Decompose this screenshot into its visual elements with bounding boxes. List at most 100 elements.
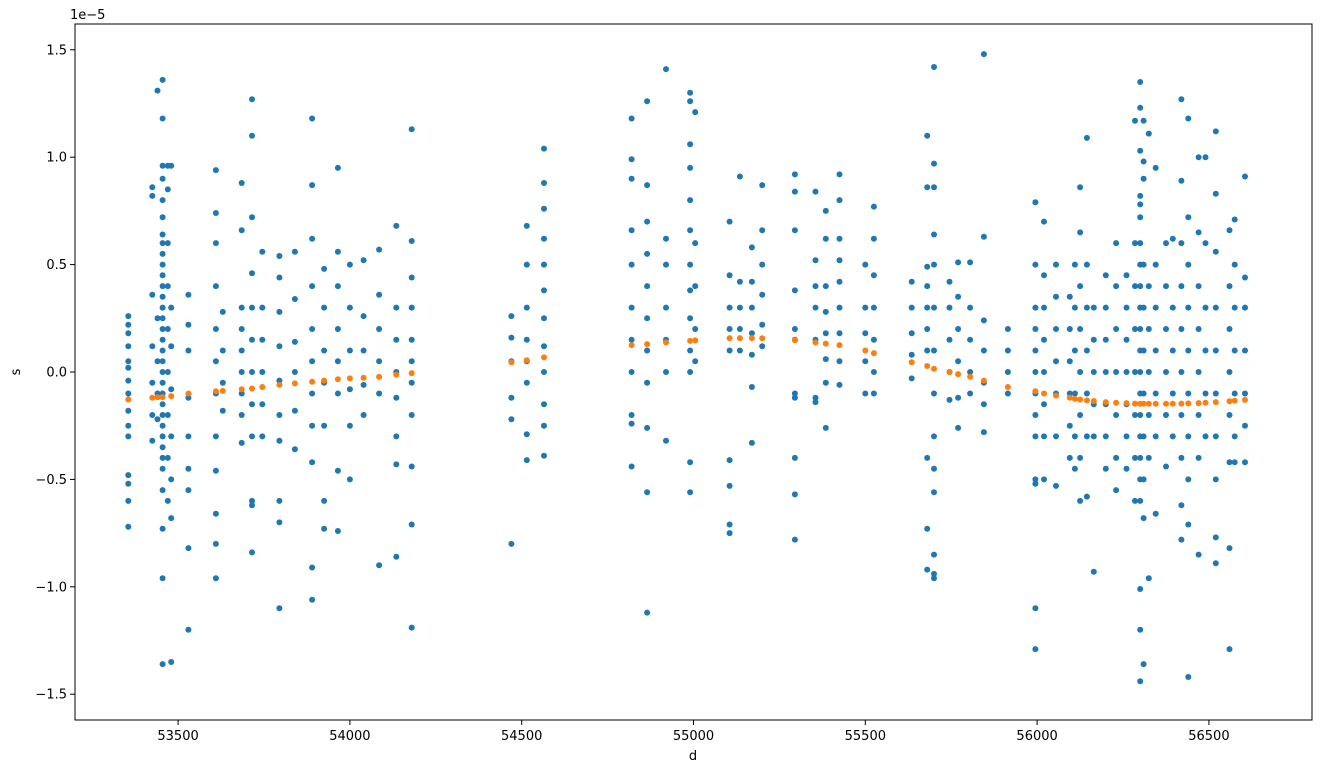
observations-point [967, 336, 974, 343]
observations-point [159, 525, 166, 532]
observations-point [1242, 390, 1248, 397]
observations-point [541, 315, 547, 322]
observations-point [687, 347, 694, 354]
x-tick-label: 56000 [1016, 729, 1057, 744]
observations-point [1242, 422, 1248, 429]
observations-point [1102, 369, 1109, 375]
trend-point [726, 335, 733, 342]
observations-point [334, 283, 341, 290]
observations-point [168, 304, 175, 311]
y-axis-label: s [9, 368, 24, 375]
observations-point [955, 358, 962, 365]
observations-point [1132, 326, 1138, 332]
observations-point [276, 274, 283, 281]
observations-point [541, 235, 547, 242]
observations-point [967, 390, 974, 397]
observations-point [822, 330, 829, 337]
observations-point [736, 326, 743, 332]
observations-point [822, 308, 829, 315]
observations-point [692, 283, 699, 290]
observations-point [1145, 283, 1152, 290]
observations-point [687, 287, 694, 294]
observations-point [1145, 454, 1152, 461]
observations-point [238, 326, 245, 332]
trend-point [212, 388, 219, 395]
observations-point [1077, 369, 1084, 375]
observations-point [408, 274, 415, 281]
observations-point [980, 51, 987, 58]
observations-point [164, 283, 171, 290]
trend-point [924, 363, 931, 369]
y-tick-label: 1.0 [46, 151, 67, 166]
observations-point [1032, 347, 1039, 354]
observations-point [321, 422, 328, 429]
trend-point [980, 377, 987, 384]
trend-point [159, 394, 166, 401]
observations-point [1137, 147, 1144, 154]
x-tick-label: 56500 [1188, 729, 1229, 744]
observations-point [924, 304, 931, 311]
observations-point [408, 238, 415, 244]
trend-point [736, 335, 743, 342]
observations-point [748, 278, 755, 285]
observations-point [249, 401, 255, 408]
observations-point [812, 394, 819, 401]
trend-point [812, 339, 819, 346]
observations-point [644, 489, 651, 496]
observations-point [1077, 229, 1084, 236]
observations-point [276, 497, 283, 504]
observations-point [1032, 605, 1039, 612]
observations-point [812, 304, 819, 311]
observations-point [1195, 229, 1202, 236]
observations-point [628, 261, 635, 268]
observations-point [980, 347, 987, 354]
observations-point [1163, 369, 1169, 375]
observations-point [1178, 96, 1185, 103]
observations-point [185, 347, 192, 354]
observations-point [692, 109, 699, 116]
observations-point [1242, 459, 1248, 466]
y-tick-label: 0.0 [46, 366, 67, 381]
observations-point [1137, 497, 1144, 504]
observations-point [159, 315, 166, 322]
observations-point [125, 422, 132, 429]
observations-point [931, 304, 937, 311]
observations-point [259, 304, 266, 311]
observations-point [1004, 347, 1011, 354]
observations-point [1137, 214, 1144, 221]
trend-point [346, 375, 353, 382]
observations-point [334, 164, 341, 171]
observations-point [1212, 248, 1219, 255]
observations-point [185, 487, 192, 494]
observations-point [159, 444, 166, 451]
observations-point [291, 296, 298, 302]
observations-point [1113, 283, 1120, 290]
observations-point [822, 379, 829, 386]
observations-point [1113, 487, 1120, 494]
series-trend [125, 335, 1248, 407]
observations-point [1152, 304, 1159, 311]
observations-point [980, 233, 987, 240]
observations-point [185, 465, 192, 472]
observations-point [249, 214, 255, 221]
trend-point [360, 374, 367, 381]
observations-point [1137, 369, 1144, 375]
points-layer [125, 51, 1248, 685]
observations-point [748, 330, 755, 337]
observations-point [924, 525, 931, 532]
observations-point [1140, 390, 1147, 397]
observations-point [1226, 283, 1233, 290]
trend-point [692, 337, 699, 344]
trend-point [238, 386, 245, 393]
trend-point [1169, 400, 1176, 407]
observations-point [1032, 433, 1039, 440]
observations-point [1102, 272, 1109, 279]
observations-point [125, 497, 132, 504]
observations-point [1202, 304, 1209, 311]
observations-point [346, 386, 353, 393]
observations-point [1113, 369, 1120, 375]
trend-point [1140, 400, 1147, 407]
observations-point [1140, 347, 1147, 354]
observations-point [870, 235, 877, 242]
observations-point [791, 171, 798, 178]
